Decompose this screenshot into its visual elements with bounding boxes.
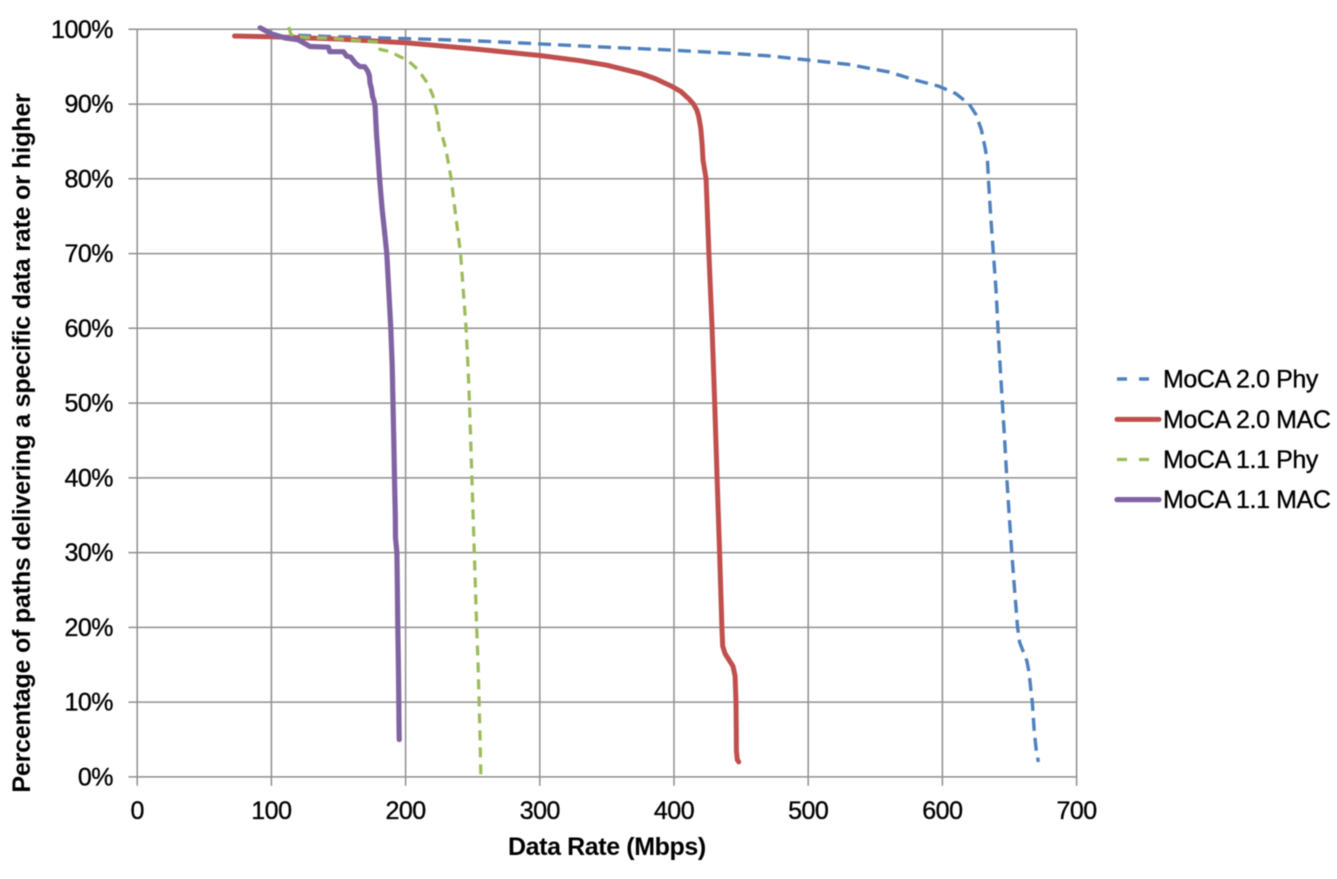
- svg-text:300: 300: [520, 797, 560, 825]
- svg-text:30%: 30%: [64, 539, 113, 567]
- svg-text:60%: 60%: [64, 315, 113, 343]
- svg-text:Percentage of paths delivering: Percentage of paths delivering a specifi…: [8, 93, 36, 793]
- svg-text:Data Rate (Mbps): Data Rate (Mbps): [508, 833, 706, 861]
- svg-text:100%: 100%: [51, 16, 113, 44]
- svg-text:MoCA 1.1 MAC: MoCA 1.1 MAC: [1163, 486, 1331, 514]
- svg-text:10%: 10%: [64, 689, 113, 717]
- svg-text:500: 500: [788, 797, 828, 825]
- svg-text:40%: 40%: [64, 464, 113, 492]
- svg-text:MoCA 2.0 MAC: MoCA 2.0 MAC: [1163, 406, 1331, 434]
- svg-text:600: 600: [922, 797, 962, 825]
- svg-text:20%: 20%: [64, 614, 113, 642]
- svg-text:0: 0: [130, 797, 143, 825]
- svg-text:80%: 80%: [64, 165, 113, 193]
- svg-text:700: 700: [1056, 797, 1096, 825]
- svg-text:50%: 50%: [64, 390, 113, 418]
- svg-text:100: 100: [251, 797, 291, 825]
- svg-text:90%: 90%: [64, 91, 113, 119]
- svg-text:MoCA 1.1 Phy: MoCA 1.1 Phy: [1163, 446, 1319, 474]
- svg-text:70%: 70%: [64, 240, 113, 268]
- svg-text:0%: 0%: [78, 763, 113, 791]
- svg-text:400: 400: [654, 797, 694, 825]
- svg-text:200: 200: [385, 797, 425, 825]
- svg-text:MoCA 2.0 Phy: MoCA 2.0 Phy: [1163, 366, 1319, 394]
